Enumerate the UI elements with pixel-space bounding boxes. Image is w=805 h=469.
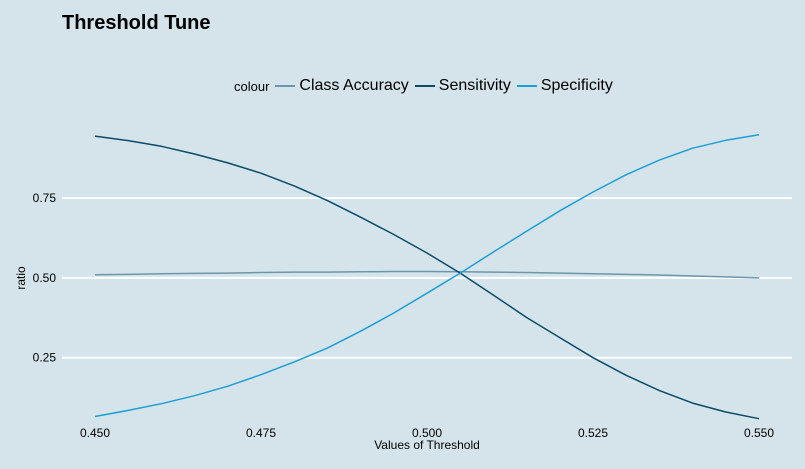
legend-label-specificity: Specificity	[540, 77, 613, 94]
legend-key-class-accuracy	[275, 85, 296, 87]
x-tick-label-3: 0.525	[578, 426, 608, 440]
legend-item-sensitivity: Sensitivity	[414, 77, 511, 95]
chart-title: Threshold Tune	[62, 12, 211, 34]
legend-key-specificity	[516, 85, 537, 87]
series-line-class-accuracy	[94, 270, 760, 279]
legend-title: colour	[234, 78, 270, 94]
series-lines	[94, 134, 760, 420]
legend-label-class-accuracy: Class Accuracy	[299, 77, 409, 94]
y-axis-title: ratio	[14, 266, 28, 290]
legend-label-sensitivity: Sensitivity	[438, 77, 511, 94]
legend-item-class-accuracy: Class Accuracy	[275, 77, 409, 95]
series-line-specificity	[94, 134, 760, 418]
legend-key-sensitivity	[414, 85, 435, 87]
x-tick-label-2: 0.500	[412, 426, 442, 440]
grid-lines	[62, 197, 792, 359]
x-tick-label-0: 0.450	[80, 426, 110, 440]
series-line-sensitivity	[94, 135, 760, 420]
legend: colour Class Accuracy Sensitivity Specif…	[234, 76, 619, 96]
x-axis-ticks: 0.450 0.475 0.500 0.525 0.550	[80, 426, 774, 440]
y-tick-label-1: 0.50	[33, 271, 57, 285]
x-axis-title: Values of Threshold	[374, 438, 480, 452]
y-tick-label-2: 0.75	[33, 191, 57, 205]
y-axis-ticks: 0.25 0.50 0.75	[33, 191, 57, 365]
legend-item-specificity: Specificity	[516, 77, 613, 95]
x-tick-label-1: 0.475	[246, 426, 276, 440]
y-tick-label-0: 0.25	[33, 351, 57, 365]
x-tick-label-4: 0.550	[744, 426, 774, 440]
